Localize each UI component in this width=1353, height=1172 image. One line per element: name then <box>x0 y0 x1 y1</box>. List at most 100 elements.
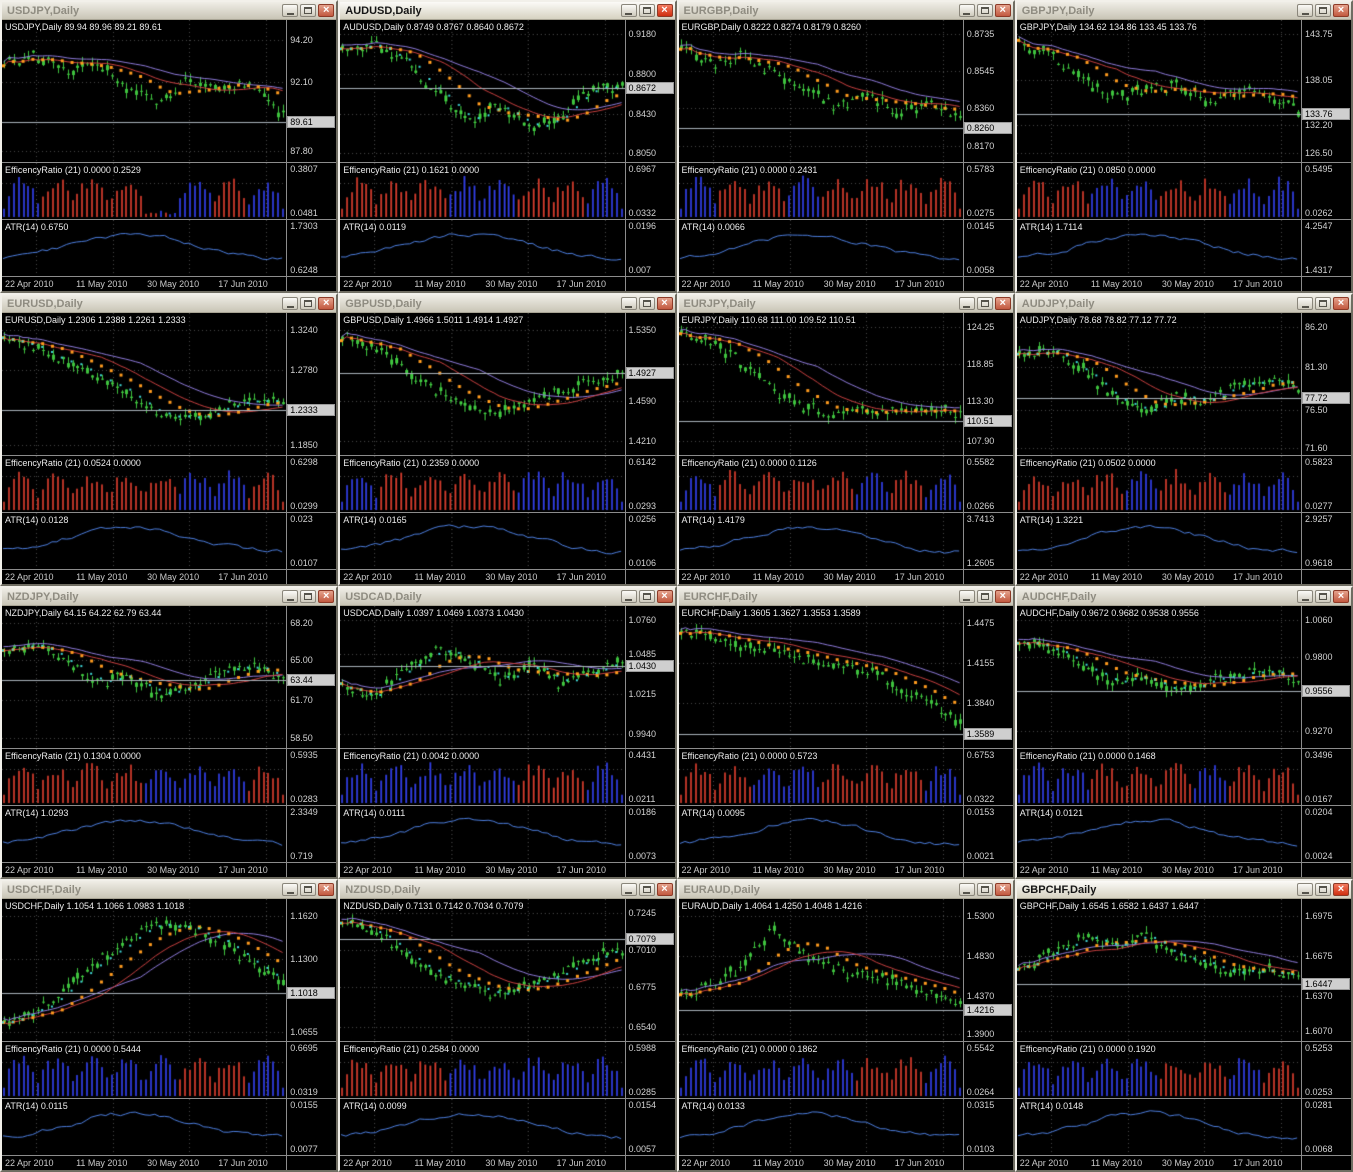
price-chart[interactable] <box>2 606 287 748</box>
efficiency-ratio-chart[interactable] <box>340 456 625 512</box>
atr-chart[interactable] <box>1016 220 1301 276</box>
time-axis[interactable]: 22 Apr 2010 11 May 2010 30 May 2010 17 Jun … <box>340 862 625 877</box>
close-button[interactable] <box>656 590 673 603</box>
minimize-button[interactable] <box>1297 883 1313 896</box>
efficiency-ratio-chart[interactable] <box>678 1042 963 1098</box>
time-axis[interactable]: 22 Apr 2010 11 May 2010 30 May 2010 17 Jun … <box>1016 862 1301 877</box>
close-button[interactable] <box>318 4 335 17</box>
efficiency-ratio-chart[interactable] <box>1016 163 1301 219</box>
price-chart[interactable] <box>678 606 963 748</box>
efficiency-ratio-chart[interactable] <box>2 749 287 805</box>
price-scale[interactable]: 1.1620 1.1300 1.1018 1.0655 0.6695 0.0319 0… <box>286 899 337 1170</box>
time-axis[interactable]: 22 Apr 2010 11 May 2010 30 May 2010 17 Jun … <box>2 569 287 584</box>
window-titlebar[interactable]: EURJPY,Daily <box>678 295 1013 313</box>
window-titlebar[interactable]: NZDJPY,Daily <box>2 588 337 606</box>
time-axis[interactable]: 22 Apr 2010 11 May 2010 30 May 2010 17 Jun … <box>1016 569 1301 584</box>
atr-chart[interactable] <box>2 220 287 276</box>
maximize-button[interactable] <box>638 590 655 603</box>
price-scale[interactable]: 1.0060 0.9800 0.9556 0.9270 0.3496 0.0167 0… <box>1301 606 1351 877</box>
window-titlebar[interactable]: USDCAD,Daily <box>340 588 675 606</box>
price-chart[interactable] <box>678 899 963 1041</box>
atr-chart[interactable] <box>340 806 625 862</box>
window-titlebar[interactable]: EURAUD,Daily <box>678 881 1013 899</box>
efficiency-ratio-chart[interactable] <box>2 163 287 219</box>
minimize-button[interactable] <box>1297 590 1313 603</box>
price-scale[interactable]: 1.6975 1.6675 1.6447 1.6370 1.6070 0.5253 0.… <box>1301 899 1351 1170</box>
minimize-button[interactable] <box>620 4 637 17</box>
minimize-button[interactable] <box>958 297 975 310</box>
maximize-button[interactable] <box>976 590 993 603</box>
price-chart[interactable] <box>1016 313 1301 455</box>
maximize-button[interactable] <box>976 883 993 896</box>
price-scale[interactable]: 1.5300 1.4830 1.4370 1.4216 1.3900 0.5542 0.… <box>962 899 1013 1170</box>
price-scale[interactable]: 68.20 65.00 63.44 61.70 58.50 0.5935 0.0283 … <box>286 606 337 877</box>
window-titlebar[interactable]: GBPCHF,Daily <box>1016 881 1351 899</box>
minimize-button[interactable] <box>620 297 637 310</box>
efficiency-ratio-chart[interactable] <box>678 749 963 805</box>
close-button[interactable] <box>1333 590 1349 603</box>
atr-chart[interactable] <box>1016 1099 1301 1155</box>
efficiency-ratio-chart[interactable] <box>678 163 963 219</box>
maximize-button[interactable] <box>1315 883 1331 896</box>
close-button[interactable] <box>318 297 335 310</box>
window-titlebar[interactable]: EURGBP,Daily <box>678 2 1013 20</box>
maximize-button[interactable] <box>1315 590 1331 603</box>
maximize-button[interactable] <box>976 297 993 310</box>
price-scale[interactable]: 1.3240 1.2780 1.2333 1.1850 0.6298 0.0299 0… <box>286 313 337 584</box>
atr-chart[interactable] <box>340 513 625 569</box>
efficiency-ratio-chart[interactable] <box>340 1042 625 1098</box>
close-button[interactable] <box>318 883 335 896</box>
window-titlebar[interactable]: AUDJPY,Daily <box>1016 295 1351 313</box>
price-chart[interactable] <box>1016 899 1301 1041</box>
maximize-button[interactable] <box>1315 4 1331 17</box>
efficiency-ratio-chart[interactable] <box>1016 456 1301 512</box>
price-scale[interactable]: 94.20 92.10 89.61 87.80 0.3807 0.0481 1.730… <box>286 20 337 291</box>
minimize-button[interactable] <box>1297 4 1313 17</box>
time-axis[interactable]: 22 Apr 2010 11 May 2010 30 May 2010 17 Jun … <box>1016 276 1301 291</box>
time-axis[interactable]: 22 Apr 2010 11 May 2010 30 May 2010 17 Jun … <box>678 862 963 877</box>
close-button[interactable] <box>994 590 1011 603</box>
close-button[interactable] <box>656 883 673 896</box>
atr-chart[interactable] <box>2 806 287 862</box>
maximize-button[interactable] <box>300 4 317 17</box>
minimize-button[interactable] <box>282 883 299 896</box>
price-chart[interactable] <box>2 899 287 1041</box>
price-scale[interactable]: 0.9180 0.8800 0.8672 0.8430 0.8050 0.6967 0.… <box>624 20 675 291</box>
minimize-button[interactable] <box>282 590 299 603</box>
efficiency-ratio-chart[interactable] <box>1016 1042 1301 1098</box>
maximize-button[interactable] <box>300 590 317 603</box>
price-scale[interactable]: 1.5350 1.4927 1.4590 1.4210 0.6142 0.0293 0… <box>624 313 675 584</box>
time-axis[interactable]: 22 Apr 2010 11 May 2010 30 May 2010 17 Jun … <box>2 1155 287 1170</box>
atr-chart[interactable] <box>678 1099 963 1155</box>
price-scale[interactable]: 86.20 81.30 77.72 76.50 71.60 0.5823 0.0277 … <box>1301 313 1351 584</box>
price-chart[interactable] <box>2 313 287 455</box>
time-axis[interactable]: 22 Apr 2010 11 May 2010 30 May 2010 17 Jun … <box>678 569 963 584</box>
atr-chart[interactable] <box>678 513 963 569</box>
price-chart[interactable] <box>1016 606 1301 748</box>
price-chart[interactable] <box>340 899 625 1041</box>
close-button[interactable] <box>1333 297 1349 310</box>
atr-chart[interactable] <box>2 1099 287 1155</box>
efficiency-ratio-chart[interactable] <box>2 456 287 512</box>
maximize-button[interactable] <box>638 4 655 17</box>
minimize-button[interactable] <box>620 590 637 603</box>
maximize-button[interactable] <box>300 297 317 310</box>
efficiency-ratio-chart[interactable] <box>340 163 625 219</box>
window-titlebar[interactable]: USDCHF,Daily <box>2 881 337 899</box>
close-button[interactable] <box>656 4 673 17</box>
minimize-button[interactable] <box>958 883 975 896</box>
window-titlebar[interactable]: NZDUSD,Daily <box>340 881 675 899</box>
time-axis[interactable]: 22 Apr 2010 11 May 2010 30 May 2010 17 Jun … <box>678 1155 963 1170</box>
window-titlebar[interactable]: AUDCHF,Daily <box>1016 588 1351 606</box>
efficiency-ratio-chart[interactable] <box>1016 749 1301 805</box>
price-chart[interactable] <box>2 20 287 162</box>
maximize-button[interactable] <box>638 883 655 896</box>
window-titlebar[interactable]: GBPUSD,Daily <box>340 295 675 313</box>
price-chart[interactable] <box>340 606 625 748</box>
close-button[interactable] <box>994 297 1011 310</box>
window-titlebar[interactable]: GBPJPY,Daily <box>1016 2 1351 20</box>
minimize-button[interactable] <box>620 883 637 896</box>
time-axis[interactable]: 22 Apr 2010 11 May 2010 30 May 2010 17 Jun … <box>678 276 963 291</box>
price-scale[interactable]: 0.7245 0.7079 0.7010 0.6775 0.6540 0.5988 0.… <box>624 899 675 1170</box>
close-button[interactable] <box>1333 883 1349 896</box>
